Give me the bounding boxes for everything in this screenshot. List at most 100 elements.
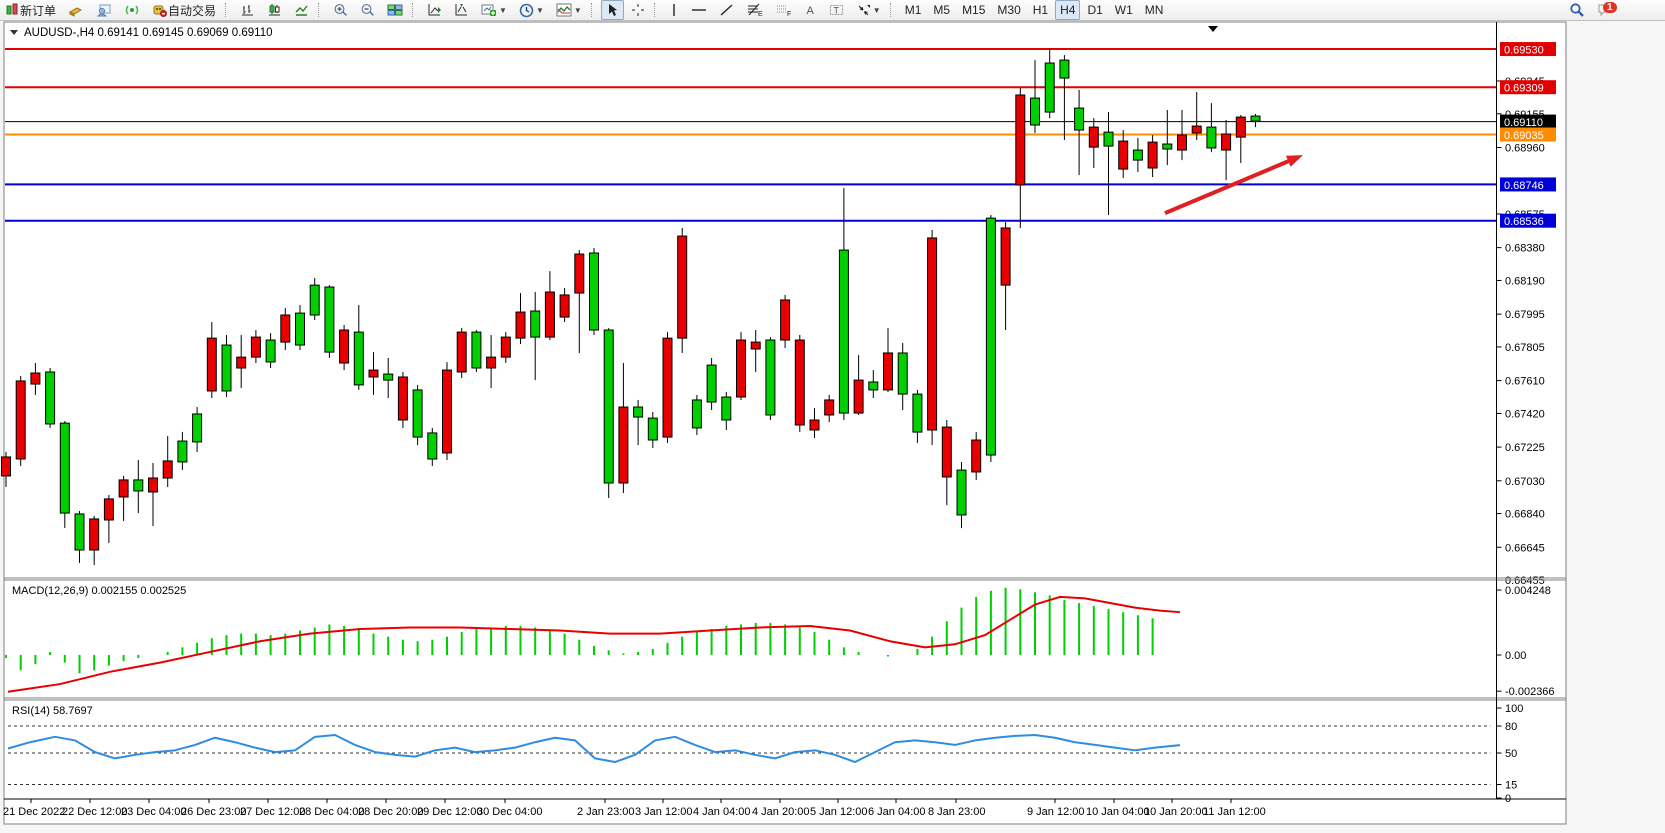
timeframe-d1-button[interactable]: D1 <box>1087 3 1103 17</box>
timeframe-m5-button[interactable]: M5 <box>933 3 951 17</box>
indicator-window-alt-button[interactable] <box>449 0 474 20</box>
time-label: 10 Jan 20:00 <box>1144 806 1208 818</box>
bar-chart-button[interactable] <box>235 0 260 20</box>
candle <box>1030 60 1040 133</box>
timeframe-m30-button[interactable]: M30 <box>997 3 1021 17</box>
candle <box>442 362 452 461</box>
main-price-pane[interactable]: AUDUSD-,H4 0.69141 0.69145 0.69069 0.691… <box>1 26 1497 566</box>
candle <box>1103 112 1114 215</box>
tile-windows-icon <box>387 4 403 16</box>
timeframe-h1-button[interactable]: H1 <box>1032 3 1049 17</box>
trendline-tool-button[interactable] <box>714 0 739 20</box>
horizontal-line-tool-button[interactable] <box>686 0 712 20</box>
autotrading-button[interactable]: 自动交易 <box>147 0 221 20</box>
vertical-line-tool-button[interactable] <box>664 0 684 20</box>
signal-icon <box>125 5 139 15</box>
svg-text:E: E <box>758 11 763 17</box>
candle <box>1221 120 1232 181</box>
svg-text:0.68746: 0.68746 <box>1504 180 1544 192</box>
candle <box>295 304 305 351</box>
data-signal-button[interactable] <box>119 0 145 20</box>
candle <box>89 516 100 566</box>
timeframe-m15-button[interactable]: M15 <box>962 3 986 17</box>
candle <box>515 293 526 345</box>
candle <box>618 362 629 494</box>
new-chart-icon <box>481 4 497 16</box>
candle <box>103 494 114 543</box>
zoom-out-icon <box>361 3 374 16</box>
collapse-triangle-icon[interactable] <box>10 30 18 35</box>
time-label: 29 Dec 12:00 <box>417 806 482 818</box>
period-clock-button[interactable]: ▼ <box>514 0 549 20</box>
indicator-window-button[interactable] <box>422 0 447 20</box>
chart-window[interactable]: AUDUSD-,H4 0.69141 0.69145 0.69069 0.691… <box>0 20 1665 828</box>
candlestick-chart-button[interactable] <box>262 0 287 20</box>
svg-text:50: 50 <box>1505 748 1517 760</box>
zoom-out-button[interactable] <box>355 0 380 20</box>
price-label-0.69530: 0.69530 <box>1500 42 1556 57</box>
new-order-label: 新订单 <box>20 3 57 18</box>
rsi-line <box>7 734 1181 764</box>
fibonacci-icon: E <box>747 3 763 17</box>
svg-text:0.68960: 0.68960 <box>1505 142 1545 154</box>
candle <box>927 230 938 446</box>
price-axis: 0.693450.691550.689600.685750.683800.681… <box>1496 42 1556 805</box>
candle <box>353 304 364 390</box>
candle <box>59 421 70 528</box>
candle <box>647 412 658 448</box>
rsi-pane[interactable]: RSI(14) 58.7697 <box>7 705 1491 786</box>
svg-text:AUDUSD-,H4 0.69141 0.69145 0.: AUDUSD-,H4 0.69141 0.69145 0.69069 0.691… <box>24 27 273 39</box>
zoom-in-icon <box>334 3 347 16</box>
search-icon <box>1570 3 1584 17</box>
grid-tool-button[interactable]: F <box>770 0 797 20</box>
time-label: 11 Jan 12:00 <box>1203 806 1266 818</box>
notifications-button[interactable]: 1 <box>1592 0 1620 20</box>
time-label: 28 Dec 04:00 <box>299 806 364 818</box>
trend-arrow[interactable] <box>1164 159 1290 215</box>
svg-text:0.67420: 0.67420 <box>1505 408 1545 420</box>
candle <box>471 330 482 372</box>
candle <box>809 408 820 438</box>
macd-pane[interactable]: MACD(12,26,9) 0.002155 0.002525 <box>5 585 1181 693</box>
price-label-0.68746: 0.68746 <box>1500 177 1556 192</box>
chart-profile-icon <box>68 7 83 17</box>
text-label-tool-button[interactable]: T <box>824 0 849 20</box>
candle <box>1191 92 1202 141</box>
candle <box>1088 118 1099 169</box>
candle <box>677 227 688 353</box>
timeframe-m1-button[interactable]: M1 <box>904 3 922 17</box>
candle <box>324 285 335 358</box>
candle <box>486 335 497 389</box>
candle <box>1147 135 1158 178</box>
candle <box>1177 110 1187 161</box>
candle <box>559 288 570 323</box>
cursor-tool-button[interactable] <box>600 0 624 20</box>
search-button[interactable] <box>1564 0 1590 20</box>
line-chart-button[interactable] <box>289 0 314 20</box>
chart-shift-marker[interactable] <box>1208 26 1218 32</box>
text-tool-button[interactable]: A <box>799 0 822 20</box>
zoom-in-button[interactable] <box>328 0 353 20</box>
timeframe-w1-button[interactable]: W1 <box>1114 3 1133 17</box>
new-order-button[interactable]: 新订单 <box>1 0 61 20</box>
toolbar-separator <box>412 3 418 17</box>
template-button[interactable]: ▼ <box>551 0 587 20</box>
chart-window-frame <box>3 21 1567 825</box>
chart-profile-button[interactable] <box>63 0 89 20</box>
timeframe-h4-button[interactable]: H4 <box>1055 0 1081 20</box>
svg-text:T: T <box>833 6 839 16</box>
candle <box>339 325 350 371</box>
arrows-tool-button[interactable]: ▼ <box>851 0 886 20</box>
autotrading-icon <box>153 5 168 17</box>
crosshair-tool-button[interactable] <box>626 0 650 20</box>
timeframe-mn-button[interactable]: MN <box>1144 3 1164 17</box>
svg-text:0.004248: 0.004248 <box>1505 585 1551 597</box>
svg-text:100: 100 <box>1505 703 1523 715</box>
autotrading-label: 自动交易 <box>168 3 217 18</box>
fibonacci-tool-button[interactable]: E <box>741 0 768 20</box>
market-watch-button[interactable] <box>91 0 117 20</box>
vertical-line-icon <box>673 4 675 16</box>
tile-windows-button[interactable] <box>382 0 408 20</box>
candle <box>265 333 276 369</box>
new-chart-button[interactable]: ▼ <box>476 0 512 20</box>
